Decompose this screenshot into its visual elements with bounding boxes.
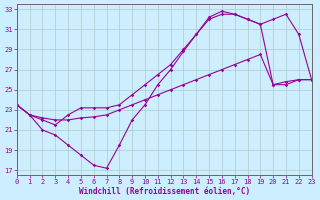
X-axis label: Windchill (Refroidissement éolien,°C): Windchill (Refroidissement éolien,°C) bbox=[79, 187, 250, 196]
